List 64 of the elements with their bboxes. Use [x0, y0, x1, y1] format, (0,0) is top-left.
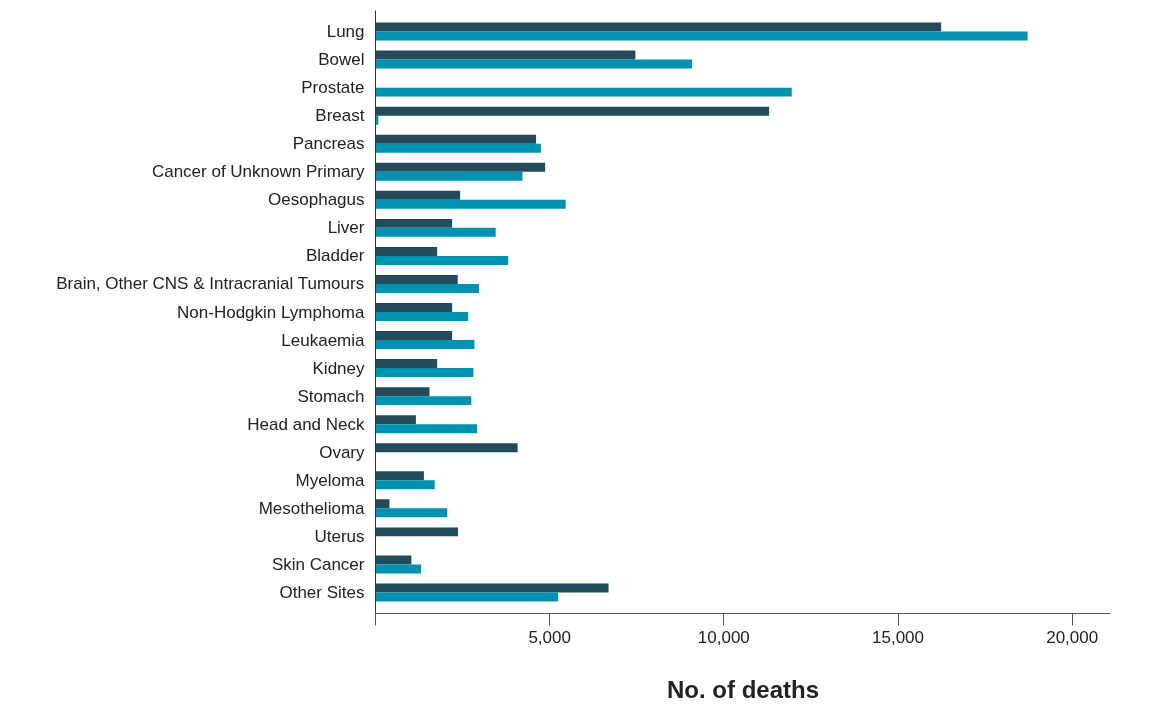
y-tick-label: Other Sites [279, 582, 365, 602]
y-tick-label: Bowel [318, 50, 365, 70]
bar [375, 190, 461, 200]
x-tick-label: 10,000 [697, 627, 750, 647]
x-tick-label: 5,000 [528, 627, 571, 647]
bar [375, 480, 435, 490]
bar [375, 87, 792, 97]
bar [375, 359, 438, 369]
bar [375, 508, 448, 518]
bar [375, 22, 942, 32]
bar [375, 134, 537, 144]
bar [375, 162, 546, 172]
bar [375, 415, 416, 425]
bar [375, 255, 509, 265]
bar [375, 106, 770, 116]
bar [375, 171, 523, 181]
bar [375, 499, 390, 509]
y-tick-label: Prostate [301, 78, 365, 98]
y-tick-label: Leukaemia [281, 330, 366, 350]
bar [375, 592, 559, 602]
x-tick-label: 15,000 [872, 627, 925, 647]
x-axis-title: No. of deaths [667, 675, 820, 703]
x-tick-label: 20,000 [1046, 627, 1099, 647]
bar [375, 387, 430, 397]
y-tick-label: Myeloma [295, 470, 366, 490]
y-tick-label: Uterus [314, 526, 365, 546]
bar [375, 303, 453, 312]
bar [375, 471, 424, 481]
y-tick-label: Stomach [297, 386, 365, 406]
y-tick-label: Lung [326, 22, 365, 42]
y-tick-label: Skin Cancer [271, 554, 365, 574]
bar [375, 312, 469, 321]
bar [375, 527, 459, 537]
bar [375, 274, 458, 284]
bar [375, 396, 472, 406]
bar [375, 246, 438, 256]
bar [375, 143, 541, 153]
bar [375, 199, 566, 209]
y-tick-label: Pancreas [292, 134, 365, 154]
y-tick-label: Non-Hodgkin Lymphoma [177, 302, 366, 322]
bar [375, 368, 474, 378]
bar [375, 583, 609, 593]
y-tick-label: Breast [315, 106, 365, 126]
bar [375, 31, 1028, 41]
bar [375, 564, 422, 574]
y-tick-label: Ovary [319, 442, 365, 462]
bar [375, 227, 496, 237]
y-tick-label: Brain, Other CNS & Intracranial Tumours [56, 274, 365, 294]
bar [375, 59, 693, 69]
y-tick-label: Mesothelioma [258, 498, 366, 518]
bar [375, 331, 453, 341]
y-tick-label: Liver [327, 218, 365, 238]
y-tick-label: Head and Neck [247, 414, 365, 434]
bar [375, 340, 475, 350]
y-tick-label: Bladder [305, 246, 365, 266]
bar [375, 283, 479, 293]
bar [375, 424, 478, 434]
bar [375, 218, 453, 228]
y-tick-label: Kidney [312, 358, 365, 378]
y-tick-label: Oesophagus [268, 190, 365, 210]
bar [375, 50, 636, 60]
y-tick-label: Cancer of Unknown Primary [151, 162, 365, 182]
bar [375, 555, 412, 565]
bar [375, 443, 518, 453]
